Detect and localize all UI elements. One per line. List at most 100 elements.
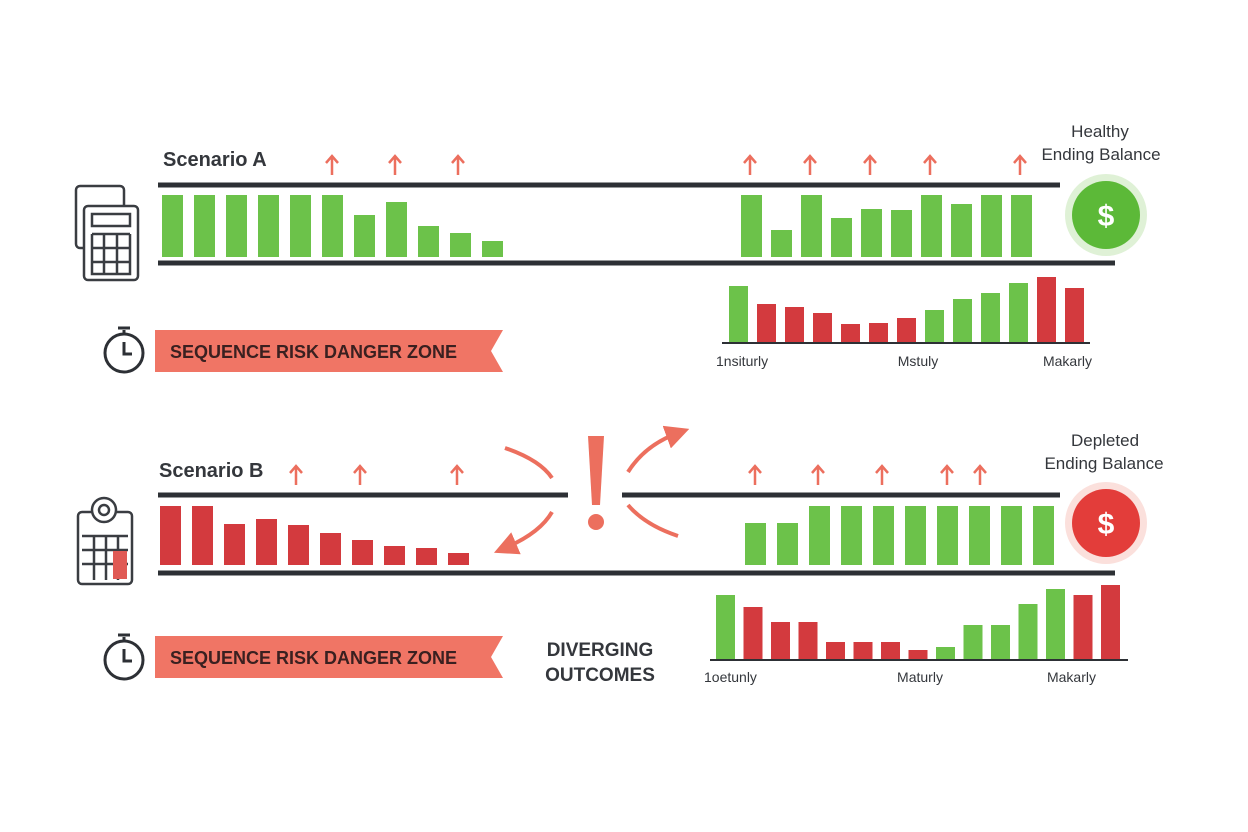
banner-text: SEQUENCE RISK DANGER ZONE [170,648,457,668]
coin [1072,489,1140,557]
bar [416,548,437,565]
exclamation-dot [588,514,604,530]
bar [384,546,405,565]
bar [801,195,822,257]
bar [162,195,183,257]
mini-bar [757,304,776,342]
exclamation [588,436,604,505]
bar [741,195,762,257]
bar [873,506,894,565]
mini-bar [1065,288,1084,342]
bar [288,525,309,565]
bar [771,230,792,257]
up-arrows [325,154,1027,175]
bar [322,195,343,257]
mini-bar [897,318,916,342]
mini-bar [869,323,888,342]
mini-bar [981,293,1000,342]
bar [448,553,469,565]
mini-bar [716,595,735,659]
bar [981,195,1002,257]
banner [155,636,503,678]
mini-label: Mstuly [898,353,938,369]
bar [192,506,213,565]
stopwatch-icon [103,326,145,374]
mini-bar [963,625,983,659]
bar [937,506,958,565]
mini-bar [953,299,972,342]
scenario-title: Scenario B [159,460,263,482]
banner [155,330,503,372]
calculator-icon [74,184,140,282]
mini-bar [1018,604,1038,659]
dollar-sign: $ [1098,508,1115,541]
bar [969,506,990,565]
mini-bar [729,286,748,342]
bar [921,195,942,257]
bar [226,195,247,257]
bar [951,204,972,257]
bar [320,533,341,565]
bar [861,209,882,257]
mini-bar [991,625,1010,659]
bar [352,540,373,565]
bar [386,202,407,257]
bar [891,210,912,257]
center-label: DIVERGING [547,640,654,661]
bar [809,506,830,565]
bar [354,215,375,257]
up-arrows [289,464,987,485]
outcome-label: Ending Balance [1044,454,1163,473]
center-label: OUTCOMES [545,665,655,686]
mini-bar [1009,283,1028,342]
bar [905,506,926,565]
bar [831,218,852,257]
mini-bar [813,313,832,342]
outcome-label: Ending Balance [1041,145,1160,164]
mini-bar [826,642,845,659]
diverging-arrows [493,425,690,555]
mini-bar [841,324,860,342]
bar [160,506,181,565]
dollar-sign: $ [1098,200,1115,233]
bar [194,195,215,257]
bar [1033,506,1054,565]
calendar-highlight [113,551,127,579]
stopwatch-icon [103,633,145,681]
mini-bar [881,642,900,659]
mini-label: Makarly [1047,669,1096,685]
bar [482,241,503,257]
mini-bar [1073,595,1093,659]
mini-bar [771,622,790,659]
bar [418,226,439,257]
mini-bar [785,307,804,342]
coin [1072,181,1140,249]
bar [1001,506,1022,565]
outcome-label: Healthy [1071,122,1129,141]
mini-bar [743,607,763,659]
banner-text: SEQUENCE RISK DANGER ZONE [170,342,457,362]
bar [1011,195,1032,257]
mini-bar [853,642,873,659]
mini-bar [908,650,928,659]
bar [256,519,277,565]
bar [290,195,311,257]
bar [841,506,862,565]
bar [258,195,279,257]
mini-bar [1037,277,1056,342]
mini-bar [1101,585,1120,659]
mini-bar [798,622,818,659]
mini-bar [925,310,944,342]
bar [745,523,766,565]
mini-bar [936,647,955,659]
mini-bar [1046,589,1065,659]
mini-label: 1oetunly [704,669,757,685]
outcome-label: Depleted [1071,431,1139,450]
bar [224,524,245,565]
mini-label: Makarly [1043,353,1092,369]
mini-label: 1nsiturly [716,353,768,369]
scenario-title: Scenario A [163,149,267,171]
bar [777,523,798,565]
mini-label: Maturly [897,669,943,685]
